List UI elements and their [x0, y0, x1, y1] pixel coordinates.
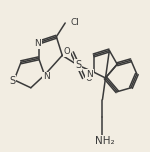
Text: O: O	[85, 74, 92, 83]
Text: S: S	[75, 60, 81, 70]
Text: N: N	[34, 39, 41, 48]
Text: S: S	[9, 76, 15, 86]
Text: NH₂: NH₂	[95, 136, 114, 146]
Text: Cl: Cl	[70, 17, 79, 26]
Text: N: N	[86, 69, 93, 79]
Text: O: O	[64, 47, 70, 56]
Text: N: N	[43, 73, 50, 81]
